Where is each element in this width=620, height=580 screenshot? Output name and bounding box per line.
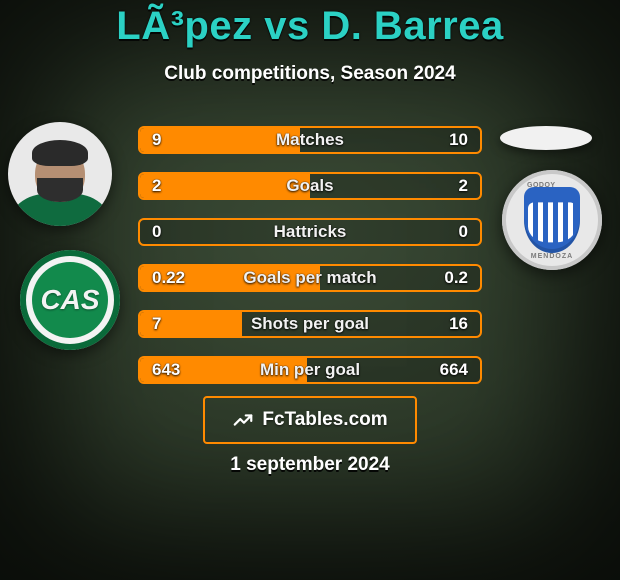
- hair-shape: [32, 140, 88, 166]
- stat-label: Goals: [286, 176, 333, 196]
- crest-bottom-text: MENDOZA: [531, 253, 573, 260]
- stat-label: Hattricks: [274, 222, 347, 242]
- stat-value-right: 2: [459, 176, 468, 196]
- comparison-bars: 9 Matches 10 2 Goals 2 0 Hattricks 0 0.22 Goals pe…: [138, 126, 482, 402]
- stat-row: 643 Min per goal 664: [138, 356, 482, 384]
- chart-icon: [232, 409, 254, 431]
- attribution-badge[interactable]: FcTables.com: [203, 396, 417, 444]
- stat-value-left: 2: [152, 176, 161, 196]
- stat-value-left: 0.22: [152, 268, 185, 288]
- stat-label: Shots per goal: [251, 314, 369, 334]
- stat-label: Min per goal: [260, 360, 360, 380]
- stat-value-right: 0: [459, 222, 468, 242]
- stat-row: 7 Shots per goal 16: [138, 310, 482, 338]
- stat-value-left: 7: [152, 314, 161, 334]
- beard-shape: [37, 178, 83, 202]
- attribution-label: FcTables.com: [262, 409, 387, 431]
- stat-value-right: 0.2: [444, 268, 468, 288]
- stat-value-left: 643: [152, 360, 180, 380]
- stat-value-right: 16: [449, 314, 468, 334]
- stat-row: 0 Hattricks 0: [138, 218, 482, 246]
- stat-label: Goals per match: [243, 268, 376, 288]
- content: LÃ³pez vs D. Barrea Club competitions, S…: [0, 0, 620, 85]
- date-text: 1 september 2024: [0, 454, 620, 476]
- crest-monogram: CAS: [32, 262, 108, 338]
- stat-label: Matches: [276, 130, 344, 150]
- comparison-arena: CAS GODOY CRUZ MENDOZA 9Matches102Goals2…: [0, 98, 620, 418]
- stat-value-left: 9: [152, 130, 161, 150]
- page-title: LÃ³pez vs D. Barrea: [0, 0, 620, 49]
- player-left-avatar: [8, 122, 112, 226]
- stat-value-right: 664: [440, 360, 468, 380]
- subtitle: Club competitions, Season 2024: [0, 63, 620, 85]
- stat-value-right: 10: [449, 130, 468, 150]
- stat-row: 0.22 Goals per match 0.2: [138, 264, 482, 292]
- crest-stripes: [528, 202, 576, 242]
- stat-value-left: 0: [152, 222, 161, 242]
- team-left-crest: CAS: [20, 250, 120, 350]
- team-right-crest: GODOY CRUZ MENDOZA: [502, 170, 602, 270]
- stat-fill: [140, 174, 310, 198]
- stat-row: 2 Goals 2: [138, 172, 482, 200]
- player-right-avatar-placeholder: [500, 126, 592, 150]
- stat-row: 9 Matches 10: [138, 126, 482, 154]
